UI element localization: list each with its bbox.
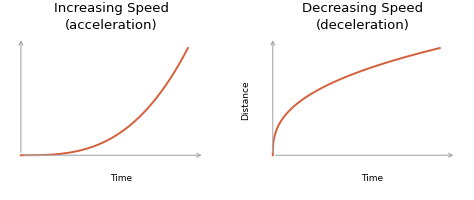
Text: Time: Time [362,173,383,182]
Title: Decreasing Speed
(deceleration): Decreasing Speed (deceleration) [302,2,423,32]
Title: Increasing Speed
(acceleration): Increasing Speed (acceleration) [54,2,169,32]
Text: Distance: Distance [242,80,251,120]
Text: Time: Time [109,173,132,182]
